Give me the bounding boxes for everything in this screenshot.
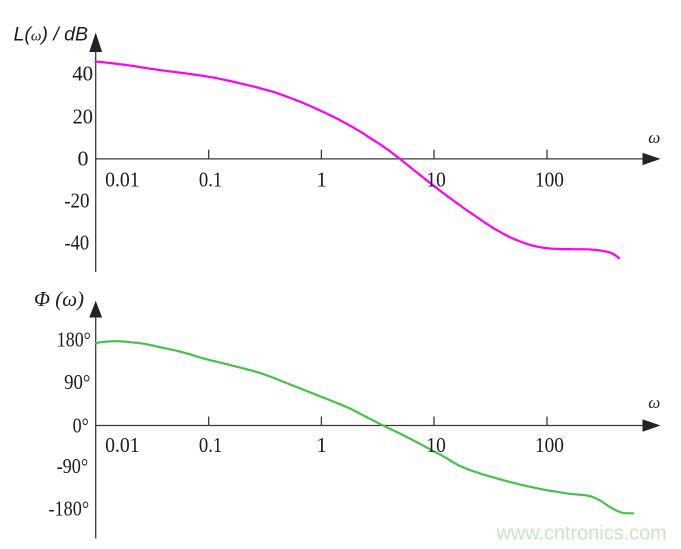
svg-text:-40: -40: [65, 231, 90, 255]
svg-text:www.cntronics.com: www.cntronics.com: [496, 522, 667, 544]
svg-text:0°: 0°: [73, 414, 89, 438]
svg-text:100: 100: [535, 168, 564, 192]
svg-text:1: 1: [316, 168, 327, 192]
svg-text:L(ω) / dB: L(ω) / dB: [14, 24, 89, 46]
svg-text:0.1: 0.1: [199, 433, 222, 457]
svg-text:0.01: 0.01: [105, 433, 140, 457]
svg-text:10: 10: [426, 168, 445, 192]
svg-text:100: 100: [535, 433, 564, 457]
svg-text:-20: -20: [64, 188, 89, 212]
svg-text:40: 40: [72, 61, 93, 85]
svg-text:0.01: 0.01: [105, 168, 140, 192]
svg-text:180°: 180°: [57, 328, 91, 352]
svg-text:-180°: -180°: [49, 497, 90, 521]
svg-text:0: 0: [78, 147, 89, 171]
svg-text:ω: ω: [648, 393, 660, 412]
svg-text:90°: 90°: [64, 370, 90, 394]
svg-text:10: 10: [426, 433, 445, 457]
svg-text:Φ (ω): Φ (ω): [34, 287, 84, 311]
svg-text:1: 1: [316, 433, 327, 457]
svg-text:0.1: 0.1: [199, 168, 222, 192]
svg-text:ω: ω: [648, 128, 660, 147]
svg-text:20: 20: [73, 104, 93, 128]
svg-text:-90°: -90°: [57, 454, 89, 478]
